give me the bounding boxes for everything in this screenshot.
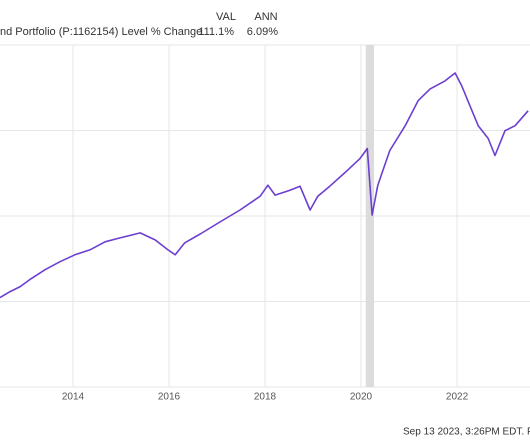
summary-value: 6.09% [247,26,278,38]
series-line [0,72,529,299]
x-tick-label: 2014 [62,392,85,403]
summary-value: 111.1% [198,26,234,38]
x-tick-label: 2016 [158,392,181,403]
x-tick-label: 2020 [350,392,373,403]
summary-header: VAL [216,11,236,23]
x-tick-label: 2018 [254,392,277,403]
legend-label: nd Portfolio (P:1162154) Level % Change [0,26,202,38]
summary-header: ANN [254,11,277,23]
footer: Sep 13 2023, 3:26PM EDT. Powered b [403,427,530,438]
x-tick-label: 2022 [446,392,469,403]
recession-band [365,45,374,387]
